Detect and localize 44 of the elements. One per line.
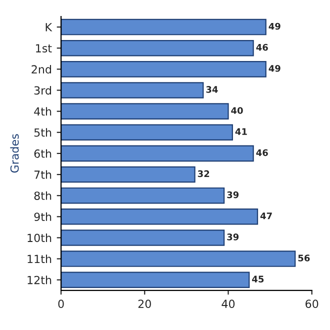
bar [61,61,266,78]
data-label: 49 [268,22,280,30]
x-tick-label: 40 [222,300,235,308]
data-label: 47 [260,212,272,220]
data-label: 45 [252,276,264,282]
bar [61,166,196,183]
bar [61,82,204,98]
data-label: 34 [206,86,218,93]
data-label: 56 [298,254,310,262]
y-tick-label: 9th [34,212,52,222]
data-label: 40 [231,107,243,114]
y-tick-label: 4th [34,107,52,116]
bar [61,208,258,225]
y-tick-label: 2nd [32,64,52,74]
data-label: 41 [235,128,247,135]
y-tick-label: 10th [28,234,52,242]
x-tick-label: 20 [138,300,151,308]
bar [61,187,225,204]
bar [61,250,296,267]
y-axis-title: Grades [10,134,19,173]
bar [61,124,233,141]
y-tick-label: 12th [28,276,52,284]
y-tick-label: 7th [34,170,52,179]
bar [61,145,254,162]
bar [61,18,266,36]
y-tick-label: 5th [34,128,52,137]
y-tick-label: 3rd [34,86,52,95]
data-label: 46 [256,44,268,51]
bar [61,103,229,120]
y-tick-label: K [46,23,52,32]
data-label: 49 [268,64,280,72]
y-tick-label: 6th [34,149,52,158]
x-tick-label: 60 [306,300,318,308]
y-tick-label: 11th [28,254,52,264]
bar [61,272,250,288]
data-label: 46 [256,149,268,156]
data-label: 39 [227,191,239,198]
bar [61,230,225,246]
y-tick-label: 1st [36,44,52,52]
data-label: 39 [227,234,239,240]
x-tick-label: 0 [58,300,64,308]
data-label: 32 [198,170,210,178]
y-tick-label: 8th [34,191,52,200]
bar [61,40,254,56]
